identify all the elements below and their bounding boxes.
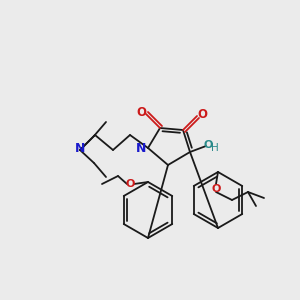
Text: N: N	[136, 142, 146, 155]
Text: O: O	[125, 179, 135, 189]
Text: N: N	[75, 142, 85, 155]
Text: O: O	[197, 107, 207, 121]
Text: H: H	[211, 143, 219, 153]
Text: O: O	[203, 140, 213, 150]
Text: O: O	[136, 106, 146, 118]
Text: O: O	[211, 184, 221, 194]
